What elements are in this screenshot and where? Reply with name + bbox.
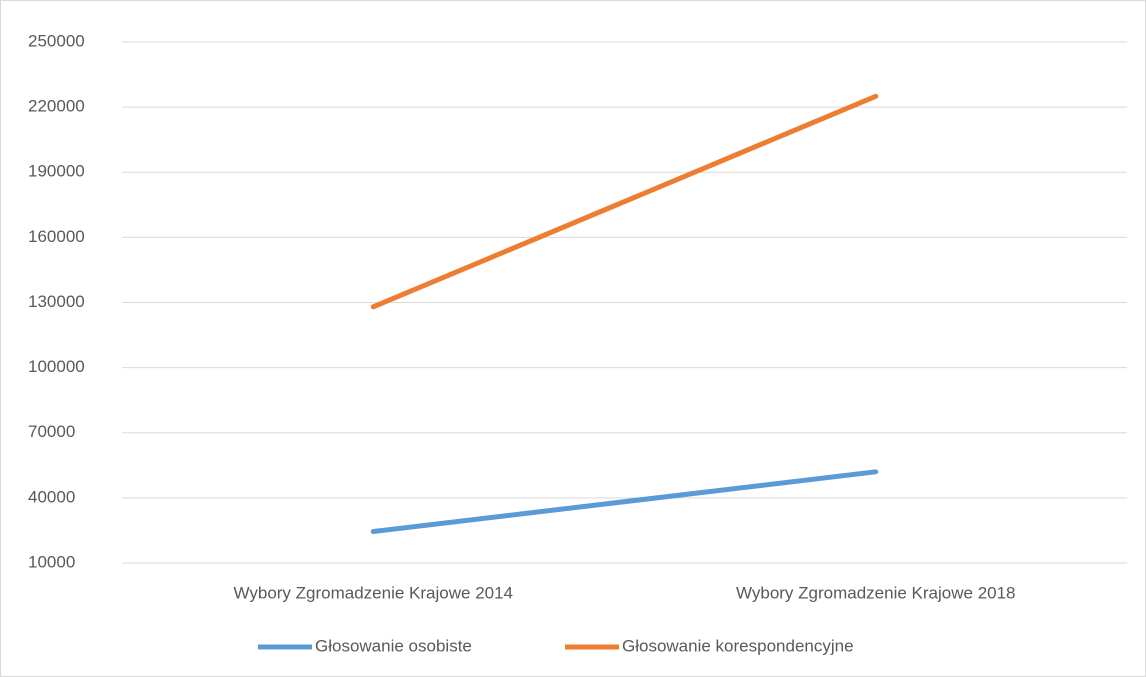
y-tick-label: 70000 [28, 422, 75, 441]
y-tick-label: 220000 [28, 97, 85, 116]
y-tick-label: 250000 [28, 31, 85, 50]
y-tick-label: 190000 [28, 162, 85, 181]
y-tick-label: 160000 [28, 227, 85, 246]
y-tick-label: 130000 [28, 292, 85, 311]
x-tick-label: Wybory Zgromadzenie Krajowe 2014 [233, 583, 513, 602]
y-tick-label: 10000 [28, 552, 75, 571]
x-tick-label: Wybory Zgromadzenie Krajowe 2018 [736, 583, 1016, 602]
y-tick-label: 40000 [28, 487, 75, 506]
series-line [370, 93, 879, 310]
series-line [370, 469, 879, 535]
legend-label: Głosowanie osobiste [315, 636, 472, 655]
legend-label: Głosowanie korespondencyjne [622, 636, 854, 655]
y-tick-label: 100000 [28, 357, 85, 376]
